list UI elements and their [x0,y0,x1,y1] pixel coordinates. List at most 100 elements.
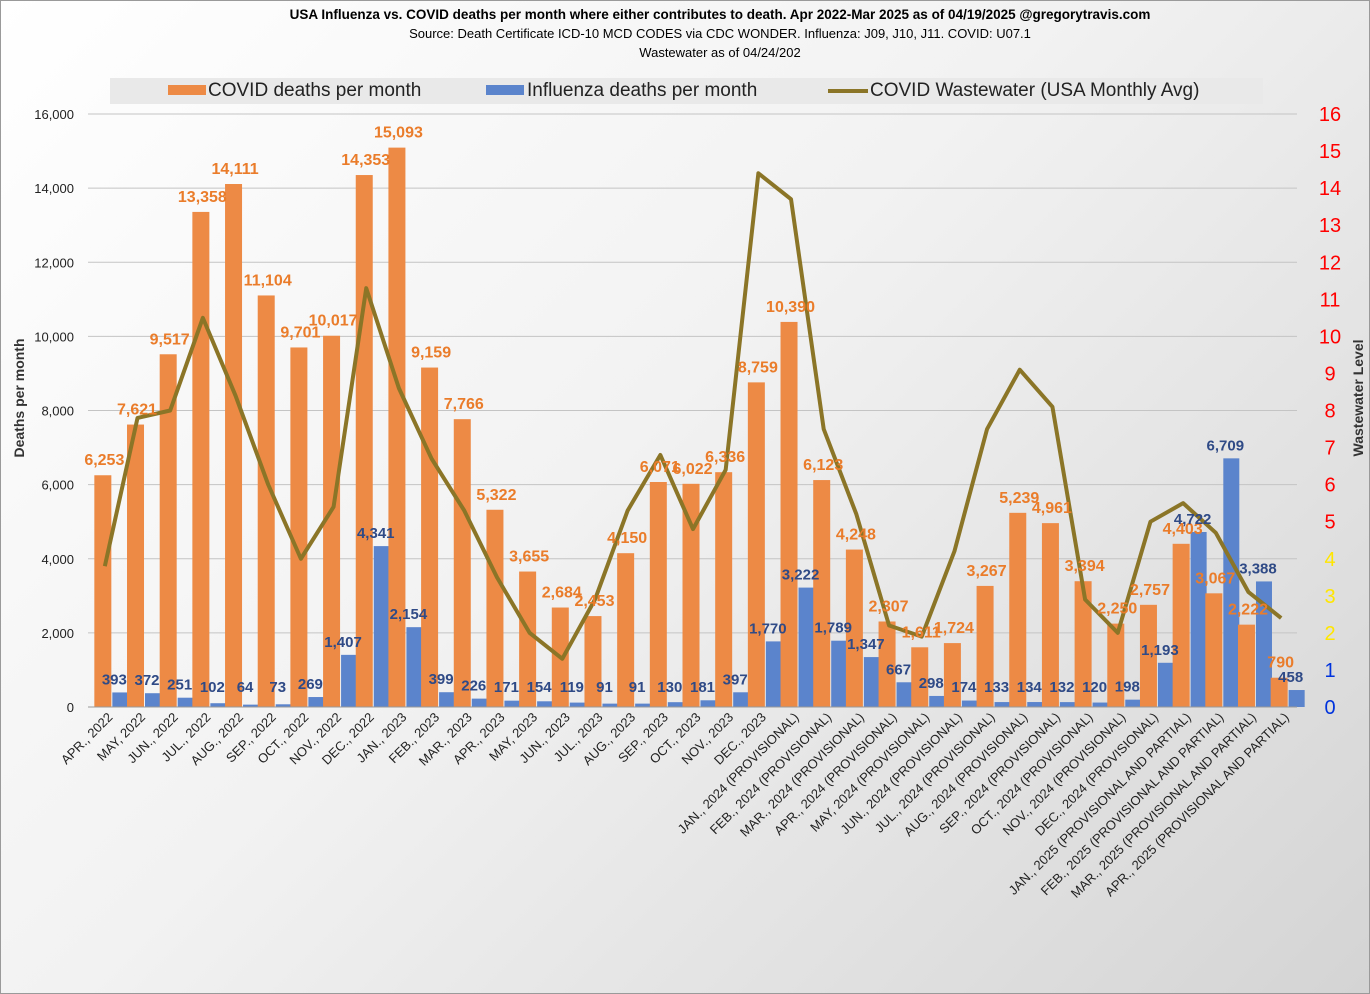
flu-data-label: 102 [200,679,225,696]
covid-bar [911,647,929,707]
flu-bar [1125,699,1142,707]
covid-data-label: 10,017 [309,313,358,330]
flu-data-label: 132 [1049,679,1074,696]
flu-bar [1255,581,1272,707]
chart-title: USA Influenza vs. COVID deaths per month… [289,7,1151,22]
chart-subtitle: Source: Death Certificate ICD-10 MCD COD… [409,26,1031,41]
flu-data-label: 251 [167,677,192,694]
flu-bar [177,697,194,707]
covid-data-label: 3,067 [1195,570,1235,587]
flu-data-label: 198 [1115,679,1140,696]
legend-swatch-wastewater [828,89,868,93]
flu-data-label: 64 [237,679,254,696]
flu-data-label: 1,789 [814,620,852,637]
flu-data-label: 226 [461,678,486,695]
flu-data-label: 1,770 [749,620,787,637]
flu-bar [210,703,227,707]
flu-data-label: 6,709 [1207,437,1245,454]
covid-bar [976,585,994,707]
flu-bar [1190,531,1207,707]
flu-bar [961,700,978,707]
flu-bar [406,627,423,707]
flu-data-label: 120 [1082,679,1107,696]
flu-data-label: 458 [1278,669,1303,686]
flu-bar [504,700,521,707]
chart-legend: COVID deaths per month Influenza deaths … [110,78,1263,104]
covid-data-label: 9,701 [280,324,320,341]
flu-data-label: 397 [723,671,748,688]
covid-data-label: 6,253 [84,452,124,469]
flu-bar [929,695,946,707]
flu-data-label: 174 [951,679,977,696]
covid-bar [519,571,537,707]
covid-bar [94,475,112,707]
y-tick-label: 2,000 [41,626,74,641]
covid-bar [1270,677,1288,707]
flu-data-label: 119 [560,679,584,696]
y-tick-label: 4,000 [41,552,74,567]
flu-data-label: 298 [919,675,944,692]
flu-data-label: 171 [494,679,519,696]
covid-bar [845,549,863,707]
covid-bar [159,354,177,707]
covid-data-label: 5,239 [999,490,1039,507]
legend-label-covid: COVID deaths per month [208,80,422,101]
covid-bar [1041,523,1059,707]
covid-data-label: 15,093 [374,125,423,142]
flu-bar [602,703,619,707]
covid-bar [649,481,667,707]
covid-data-label: 9,517 [150,331,190,348]
flu-bar [243,704,260,707]
covid-bar [257,295,275,707]
flu-bar [1288,690,1305,707]
y2-tick-label: 3 [1324,586,1335,608]
flu-bar [569,702,586,707]
covid-bar [225,184,243,708]
covid-bar [388,147,406,707]
flu-bar [1059,702,1076,707]
covid-bar [486,509,504,707]
flu-bar [765,641,782,707]
covid-bar [584,616,602,707]
flu-bar [145,693,162,707]
y2-tick-label: 12 [1319,252,1341,274]
y2-tick-label: 13 [1319,215,1341,237]
y2-tick-label: 10 [1319,326,1341,348]
flu-data-label: 154 [527,679,553,696]
flu-data-label: 4,722 [1174,511,1212,528]
covid-bar [780,321,798,707]
covid-bar [747,382,765,707]
covid-data-label: 14,353 [341,152,390,169]
flu-bar [439,692,456,707]
y2-tick-label: 14 [1319,178,1341,200]
covid-data-label: 4,403 [1163,521,1203,538]
y2-tick-label: 4 [1324,549,1335,571]
covid-data-label: 1,724 [934,620,974,637]
flu-data-label: 3,222 [782,567,820,584]
covid-bar [943,643,961,707]
flu-data-label: 133 [984,679,1009,696]
covid-data-label: 10,390 [766,299,815,316]
covid-bar [192,211,210,707]
y-axis-title: Deaths per month [11,338,27,457]
flu-bar [373,546,390,707]
covid-data-label: 4,248 [836,527,876,544]
covid-bar [1074,581,1092,707]
covid-data-label: 8,759 [738,359,778,376]
flu-data-label: 134 [1017,679,1043,696]
covid-data-label: 2,307 [869,598,909,615]
flu-bar [700,700,717,707]
flu-data-label: 393 [102,671,127,688]
covid-bar [1172,543,1190,707]
flu-bar [471,698,488,707]
covid-bar [1009,512,1027,707]
legend-swatch-flu [486,85,524,95]
flu-bar [537,701,554,707]
flu-data-label: 399 [429,671,454,688]
y-tick-label: 8,000 [41,404,74,419]
covid-bar [617,553,635,707]
flu-bar [275,704,292,707]
flu-data-label: 1,347 [847,636,885,653]
y2-tick-label: 1 [1324,660,1335,682]
